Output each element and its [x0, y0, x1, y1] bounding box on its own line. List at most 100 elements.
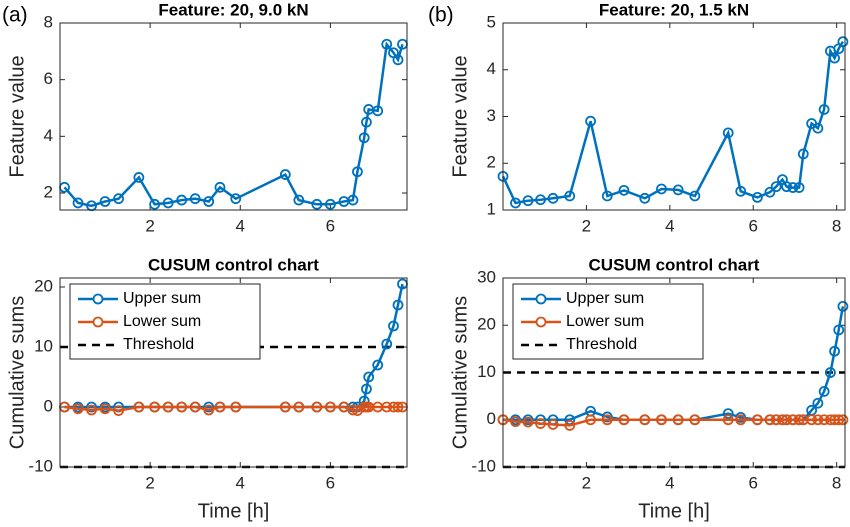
y-tick-label: 4 — [487, 59, 496, 78]
marker — [618, 184, 630, 196]
marker — [324, 401, 336, 413]
marker — [72, 197, 84, 209]
marker — [358, 132, 370, 144]
axes: 2 4 6 2 4 6 8 Feature: 20, 9.0 kN Feature value (… — [2, 0, 408, 235]
marker — [672, 414, 684, 426]
marker — [547, 192, 559, 204]
marker — [787, 414, 799, 426]
marker — [752, 191, 763, 203]
marker — [812, 397, 824, 409]
marker — [806, 414, 818, 426]
marker — [818, 104, 830, 115]
x-tick-label: 2 — [582, 473, 591, 492]
marker — [372, 359, 384, 371]
marker — [722, 127, 734, 139]
marker — [656, 183, 667, 195]
marker — [770, 181, 782, 193]
marker — [324, 198, 336, 210]
x-axis-label: Time [h] — [198, 500, 270, 522]
marker — [837, 300, 849, 312]
marker — [601, 414, 613, 426]
marker — [113, 405, 124, 417]
marker — [833, 324, 845, 336]
marker — [347, 404, 359, 416]
marker — [818, 385, 830, 397]
marker — [361, 116, 372, 128]
marker — [392, 54, 404, 66]
y-tick-label: 1 — [487, 199, 496, 218]
y-axis-label: Cumulative sums — [449, 296, 471, 449]
x-tick-label: 6 — [749, 216, 758, 235]
marker — [311, 198, 323, 210]
marker — [86, 401, 97, 413]
marker — [829, 52, 840, 64]
y-axis-label: Feature value — [449, 55, 471, 177]
marker — [639, 414, 651, 426]
panel-label: (b) — [428, 4, 454, 27]
marker — [812, 414, 824, 426]
y-axis-label: Cumulative sums — [6, 296, 28, 449]
marker — [639, 192, 651, 204]
marker — [564, 420, 576, 431]
y-tick-label: 5 — [487, 12, 496, 31]
marker — [189, 193, 201, 205]
marker — [230, 193, 242, 205]
marker — [825, 367, 836, 378]
series-line — [501, 41, 844, 205]
x-tick-label: 6 — [326, 473, 335, 492]
legend-marker — [535, 293, 547, 305]
y-tick-label: 2 — [487, 153, 496, 172]
chart-title: Feature: 20, 1.5 kN — [599, 0, 749, 19]
marker — [214, 401, 226, 413]
marker — [113, 193, 124, 205]
marker — [535, 418, 546, 429]
legend-marker — [535, 316, 547, 328]
x-tick-label: 4 — [236, 216, 245, 235]
y-tick-label: 8 — [44, 12, 53, 31]
marker — [176, 194, 188, 206]
marker — [672, 184, 684, 196]
marker — [279, 169, 291, 180]
marker — [781, 181, 793, 193]
marker — [564, 190, 576, 202]
y-tick-label: 4 — [44, 126, 53, 145]
marker — [176, 401, 188, 413]
legend: Upper sum Lower sum Threshold — [512, 283, 704, 360]
x-tick-label: 8 — [832, 216, 841, 235]
y-tick-label: 6 — [44, 69, 53, 88]
y-tick-label: 0 — [487, 409, 496, 428]
y-tick-label: 0 — [44, 396, 53, 415]
marker — [722, 408, 734, 420]
marker — [787, 182, 799, 193]
marker — [510, 416, 521, 428]
marker — [99, 403, 111, 415]
x-tick-label: 6 — [749, 473, 758, 492]
marker — [793, 414, 805, 426]
marker — [689, 190, 701, 202]
plot-area — [60, 23, 407, 210]
legend-label: Threshold — [566, 336, 637, 353]
x-tick-label: 4 — [665, 473, 674, 492]
marker — [781, 414, 793, 426]
marker — [203, 401, 215, 413]
chart-title: CUSUM control chart — [589, 255, 760, 274]
marker — [149, 401, 161, 413]
marker — [381, 38, 393, 50]
marker — [837, 414, 849, 426]
marker — [656, 414, 667, 426]
x-tick-label: 8 — [832, 473, 841, 492]
marker — [381, 401, 393, 413]
y-tick-label: 10 — [34, 336, 53, 355]
x-tick-label: 4 — [236, 473, 245, 492]
x-axis-label: Time [h] — [638, 500, 710, 522]
chart-title: Feature: 20, 9.0 kN — [158, 0, 308, 19]
marker — [363, 371, 375, 383]
marker — [752, 414, 763, 426]
y-tick-label: 2 — [44, 182, 53, 201]
x-tick-label: 6 — [326, 216, 335, 235]
y-tick-label: 20 — [34, 276, 53, 295]
legend-marker — [92, 316, 104, 328]
axes-box — [59, 22, 408, 211]
marker — [585, 414, 596, 426]
